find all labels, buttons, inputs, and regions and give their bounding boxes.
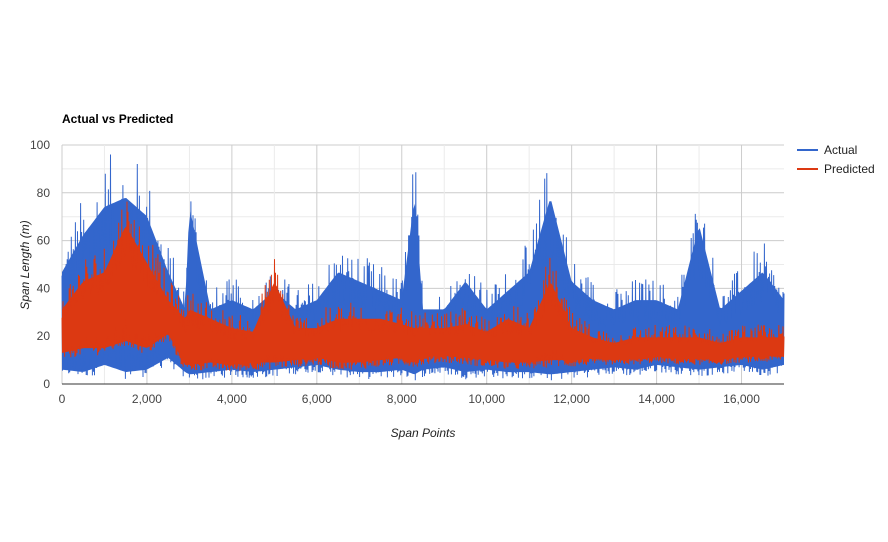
- x-tick-label: 8,000: [387, 392, 417, 406]
- y-tick-label: 100: [30, 138, 50, 152]
- y-tick-label: 60: [37, 234, 51, 248]
- y-tick-label: 0: [43, 377, 50, 391]
- x-tick-label: 6,000: [302, 392, 332, 406]
- legend: Actual Predicted: [797, 143, 875, 176]
- series-layer: [61, 154, 785, 381]
- legend-label-predicted: Predicted: [824, 162, 875, 176]
- x-tick-label: 12,000: [553, 392, 590, 406]
- y-tick-label: 40: [37, 281, 51, 295]
- x-tick-label: 0: [59, 392, 66, 406]
- series-band: [62, 226, 784, 365]
- chart-title: Actual vs Predicted: [62, 112, 173, 126]
- x-axis-label: Span Points: [391, 426, 456, 440]
- x-tick-label: 16,000: [723, 392, 760, 406]
- y-tick-label: 80: [37, 186, 51, 200]
- x-tick-label: 10,000: [468, 392, 505, 406]
- x-tick-label: 4,000: [217, 392, 247, 406]
- series-predicted: [61, 201, 785, 371]
- x-tick-label: 2,000: [132, 392, 162, 406]
- y-axis-label: Span Length (m): [18, 220, 32, 309]
- x-tick-label: 14,000: [638, 392, 675, 406]
- series-line: [61, 201, 785, 371]
- legend-label-actual: Actual: [824, 143, 857, 157]
- y-tick-label: 20: [37, 329, 51, 343]
- tick-labels: 0 20 40 60 80 100 0 2,000 4,000 6,000 8,000 10,000 1…: [30, 138, 760, 406]
